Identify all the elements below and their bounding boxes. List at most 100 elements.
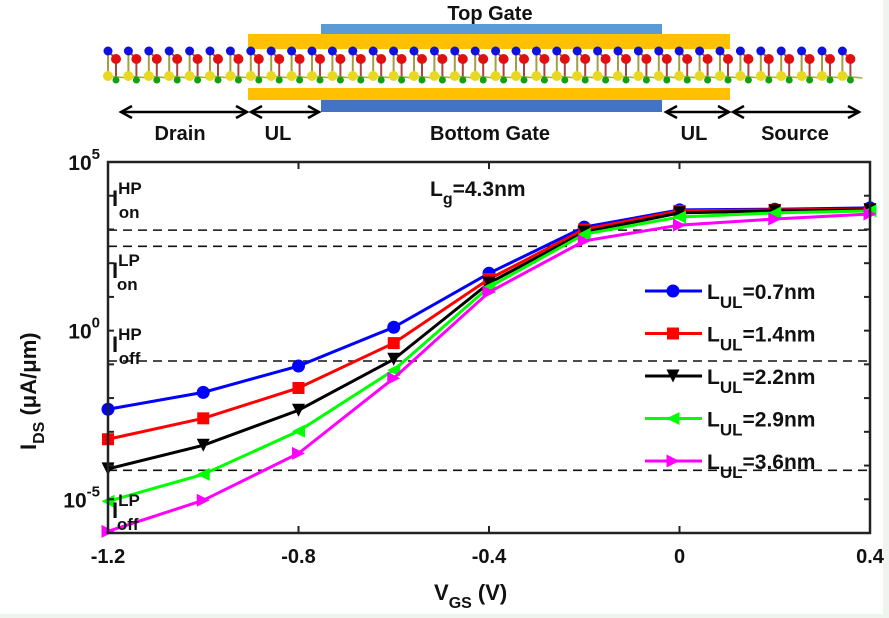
ul-right-label: UL (681, 123, 708, 145)
atom-s-lower (286, 71, 297, 81)
atom-blue (572, 46, 582, 56)
x-tick-label: 0.4 (856, 546, 885, 568)
atom-s-lower (205, 71, 215, 81)
reference-label: IHP off (112, 325, 142, 368)
atom-red (804, 54, 815, 64)
atom-red (192, 54, 203, 64)
atom-s-lower (388, 71, 399, 81)
atom-red (702, 54, 713, 64)
data-point-triangle-down (673, 206, 686, 220)
atom-green (846, 76, 854, 84)
atom-blue (144, 46, 154, 56)
atom-red (233, 54, 244, 64)
atom-red (457, 54, 468, 64)
atom-blue (409, 46, 419, 56)
atom-blue (695, 46, 705, 56)
atom-green (806, 76, 814, 84)
data-point-triangle-left (666, 412, 680, 425)
reference-label: IHP on (112, 179, 142, 222)
atom-blue (307, 46, 317, 56)
data-point-triangle-right (577, 234, 591, 248)
atom-red (825, 54, 835, 64)
atom-blue (837, 46, 847, 56)
reference-lines (108, 229, 870, 472)
atom-blue (817, 46, 827, 56)
y-tick-label: 105 (68, 146, 100, 175)
atom-red (151, 54, 162, 64)
data-point-triangle-right (387, 371, 401, 385)
x-tick-label: -1.2 (91, 546, 125, 568)
atom-s-lower (776, 71, 787, 81)
data-point-triangle-right (196, 493, 210, 507)
atom-s-lower (490, 71, 501, 81)
atom-green (112, 76, 120, 84)
atom-blue (450, 46, 460, 56)
top-oxide-bar (248, 34, 730, 49)
atom-green (642, 76, 650, 84)
atom-s-lower (123, 71, 134, 81)
atom-s-lower (511, 71, 521, 81)
atom-green (622, 76, 630, 84)
atom-green (826, 76, 834, 84)
atom-blue (266, 46, 276, 56)
legend-item: LUL=1.4nm (645, 324, 815, 355)
atom-red (111, 54, 121, 64)
bottom-oxide-bar (248, 88, 730, 100)
atom-red (274, 54, 285, 64)
atom-green (459, 76, 467, 84)
atom-s-lower (470, 71, 481, 81)
region-arrows (118, 104, 862, 120)
atom-blue (756, 46, 766, 56)
atom-green (744, 76, 752, 84)
atom-red (580, 54, 591, 64)
data-point-circle (666, 284, 680, 298)
atom-green (785, 76, 793, 84)
atom-red (376, 54, 387, 64)
x-tick-label: 0 (674, 546, 685, 568)
atom-blue (654, 46, 664, 56)
atom-red (478, 54, 489, 64)
atom-green (316, 76, 324, 84)
atom-s-lower (633, 71, 644, 81)
drain-label: Drain (154, 123, 205, 145)
atom-green (398, 76, 406, 84)
atom-red (315, 54, 325, 64)
bottom-gate-label: Bottom Gate (430, 123, 550, 145)
data-point-square (387, 337, 400, 350)
x-axis-label: VGS (V) (434, 580, 507, 612)
atom-green (357, 76, 365, 84)
atom-red (172, 54, 183, 64)
atom-blue (348, 46, 358, 56)
atom-blue (185, 46, 195, 56)
axis-ticks (107, 161, 871, 534)
y-tick-label: 100 (68, 315, 100, 344)
atom-green (275, 76, 283, 84)
atom-s-lower (429, 71, 440, 81)
bottom-gate-bar (321, 100, 662, 112)
atom-green (765, 76, 773, 84)
atom-green (500, 76, 508, 84)
atom-s-lower (735, 71, 746, 81)
atom-green (296, 76, 304, 84)
atom-s-lower (368, 71, 379, 81)
ul-left-label: UL (265, 123, 292, 145)
atom-blue (531, 46, 541, 56)
data-point-triangle-right (666, 454, 680, 468)
atom-green (663, 76, 671, 84)
atom-red (253, 54, 264, 64)
atom-red (335, 54, 346, 64)
ul-left-arrow (248, 104, 322, 120)
atom-blue (797, 46, 807, 56)
atom-blue (511, 46, 521, 56)
atom-s-lower (592, 71, 603, 81)
atom-green (540, 76, 548, 84)
legend-item: LUL=2.9nm (645, 409, 815, 440)
series-l-ul-3-6nm (101, 207, 877, 538)
atom-blue (613, 46, 623, 56)
atom-blue (491, 46, 501, 56)
source-label: Source (761, 123, 829, 145)
atom-s-lower (817, 71, 827, 81)
atom-blue (246, 46, 256, 56)
